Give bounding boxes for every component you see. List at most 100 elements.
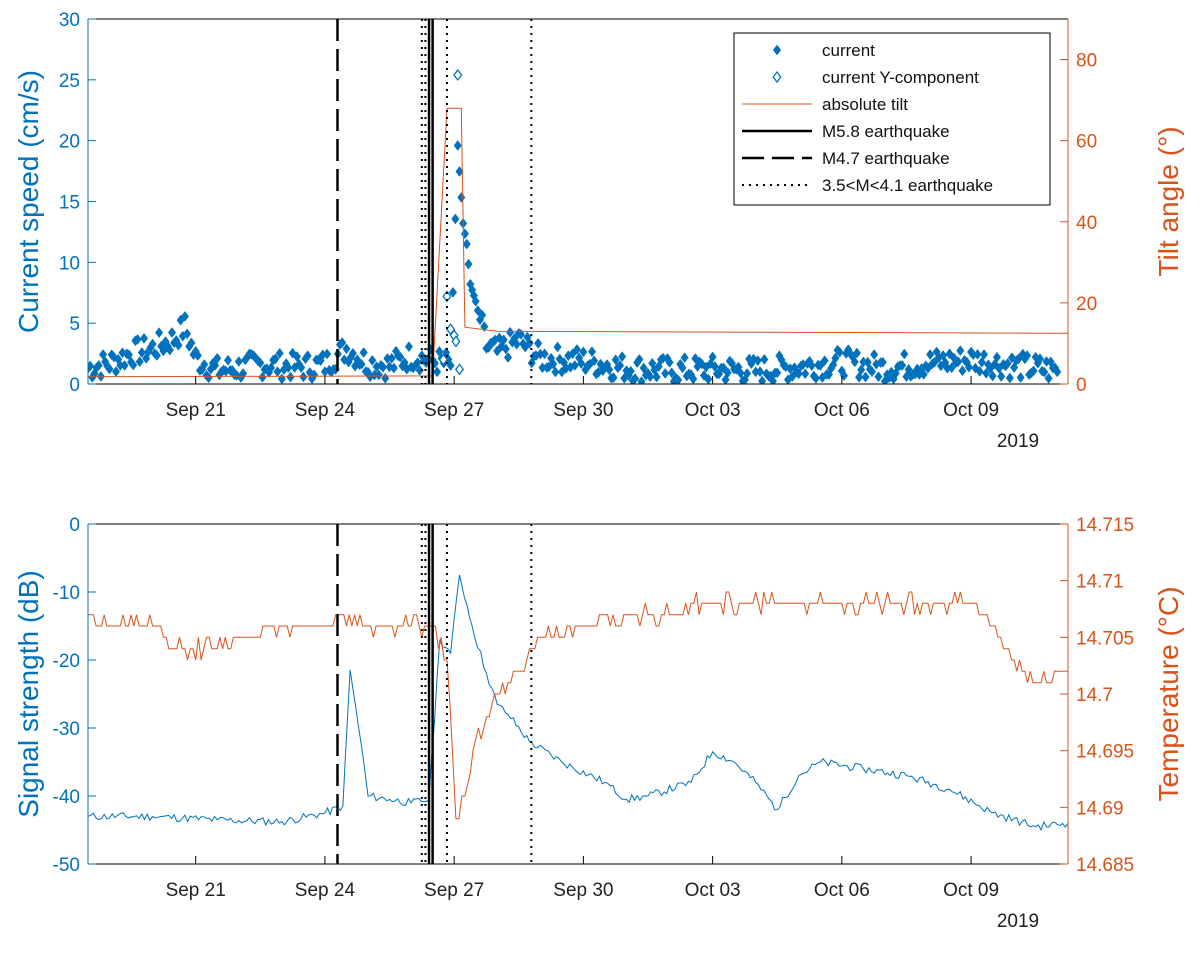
current-marker <box>704 373 713 384</box>
current-marker <box>540 348 549 360</box>
current-marker <box>139 332 149 344</box>
y-right-tick-label: 20 <box>1076 294 1097 315</box>
current-marker <box>446 360 455 371</box>
current-marker <box>374 369 383 381</box>
current-marker <box>1040 366 1049 378</box>
current-marker <box>964 361 973 373</box>
current-marker <box>340 354 349 366</box>
current-marker <box>680 352 689 364</box>
current-marker <box>152 350 161 361</box>
y-right-tick-label: 14.7 <box>1076 685 1113 706</box>
legend-label: 3.5<M<4.1 earthquake <box>822 176 993 195</box>
current-marker <box>947 362 956 374</box>
current-marker <box>753 355 762 366</box>
legend-label: current <box>822 41 875 60</box>
x-tick-label: Sep 30 <box>553 400 613 421</box>
plot-area <box>88 68 1068 384</box>
year-label: 2019 <box>997 431 1039 452</box>
current-marker <box>852 347 861 359</box>
current-marker <box>958 365 967 377</box>
current-marker <box>816 360 825 371</box>
current-marker <box>493 345 502 357</box>
current-marker <box>652 371 661 383</box>
current-marker <box>155 327 164 339</box>
current-marker <box>499 334 508 346</box>
current-marker <box>387 352 396 364</box>
current-marker <box>723 367 732 379</box>
current-marker <box>129 359 138 371</box>
current-marker <box>674 374 683 384</box>
current-marker <box>590 355 599 367</box>
y-right-tick-label: 40 <box>1076 213 1097 234</box>
y-axis-right-label: Tilt angle (°) <box>1153 126 1184 276</box>
current-marker <box>174 339 183 351</box>
current-marker <box>503 352 513 363</box>
current-marker <box>835 346 844 358</box>
current-marker <box>1023 350 1032 361</box>
y-right-tick-label: 60 <box>1076 132 1097 153</box>
current-marker <box>310 369 319 381</box>
current-marker <box>801 368 810 380</box>
current-marker <box>433 366 442 378</box>
current-marker <box>342 343 351 355</box>
x-tick-label: Oct 09 <box>943 880 999 901</box>
x-tick-label: Sep 24 <box>295 880 356 901</box>
y-tick-label: 20 <box>59 132 80 153</box>
current-marker <box>721 374 730 384</box>
y-axis-label: Current speed (cm/s) <box>13 70 44 333</box>
current-marker <box>719 362 728 374</box>
current-marker <box>577 358 586 369</box>
current-marker <box>982 367 991 379</box>
current-marker <box>471 295 480 307</box>
x-tick-label: Sep 21 <box>166 400 226 421</box>
current-marker <box>297 362 306 373</box>
current-marker <box>971 362 980 374</box>
current-marker <box>133 334 142 345</box>
legend-label: current Y-component <box>822 68 979 87</box>
current-marker <box>256 357 265 369</box>
current-marker <box>501 343 510 355</box>
current-marker <box>135 356 144 368</box>
current-marker <box>758 375 767 384</box>
y-tick-label: 5 <box>69 314 80 335</box>
current-marker <box>635 353 644 365</box>
current-marker <box>286 371 295 383</box>
current-marker <box>861 371 870 383</box>
current-marker <box>404 341 413 353</box>
current-marker <box>292 351 301 362</box>
current-marker <box>1016 372 1025 383</box>
y-tick-label: 30 <box>59 10 80 31</box>
current-marker <box>239 368 248 379</box>
current-marker <box>831 352 840 364</box>
y-right-tick-label: 14.71 <box>1076 572 1124 593</box>
current-marker <box>137 347 146 358</box>
current-marker <box>1005 372 1014 384</box>
current-marker <box>661 367 670 379</box>
legend-label: absolute tilt <box>822 95 908 114</box>
current-marker <box>512 338 521 350</box>
current-marker <box>451 213 460 225</box>
current-marker <box>368 354 377 366</box>
current-marker <box>626 365 635 377</box>
current-marker <box>357 358 366 370</box>
y-right-tick-label: 14.69 <box>1076 798 1124 819</box>
current-marker <box>618 351 627 363</box>
current-marker <box>277 373 286 384</box>
current-marker <box>193 350 202 361</box>
current-marker <box>359 347 368 358</box>
current-marker <box>878 356 887 368</box>
current-marker <box>258 371 267 383</box>
current-marker <box>1044 372 1053 384</box>
current-marker <box>534 337 543 349</box>
current-marker <box>183 328 192 340</box>
current-marker <box>870 349 879 360</box>
current-marker <box>867 366 877 378</box>
y-right-tick-label: 14.695 <box>1076 742 1134 763</box>
current-marker <box>708 351 717 363</box>
current-marker <box>167 327 177 338</box>
current-marker <box>105 363 114 375</box>
current-marker <box>743 368 752 379</box>
y-tick-label: 10 <box>59 253 80 274</box>
legend-marker <box>772 44 782 56</box>
current-marker <box>495 332 504 344</box>
